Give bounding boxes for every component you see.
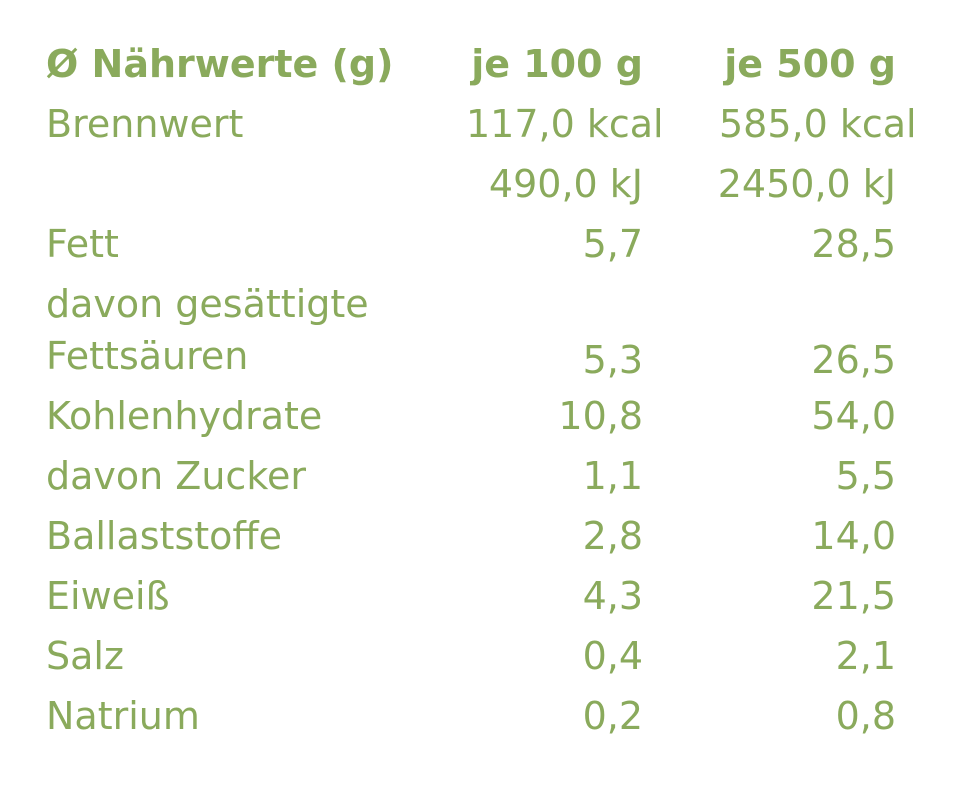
header-label: Ø Nährwerte (g) [46, 42, 394, 86]
table-row-eiweiss: Eiweiß 4,3 21,5 [46, 570, 896, 630]
table-row-brennwert-kj: 490,0 kJ 2450,0 kJ [46, 158, 896, 218]
value-per-100g: 117,0 kcal [466, 102, 664, 146]
row-label: Kohlenhydrate [46, 394, 323, 438]
value-per-500g: 14,0 [811, 514, 896, 558]
value-per-500g: 26,5 [811, 338, 896, 382]
row-label: Salz [46, 634, 124, 678]
nutrition-table: Ø Nährwerte (g) je 100 g je 500 g Brennw… [46, 38, 917, 750]
value-per-100g: 5,7 [582, 222, 643, 266]
row-label: Fett [46, 222, 119, 266]
value-per-500g: 585,0 kcal [719, 102, 917, 146]
value-per-500g: 0,8 [835, 694, 896, 738]
table-row-fett: Fett 5,7 28,5 [46, 218, 896, 278]
value-per-100g: 0,4 [582, 634, 643, 678]
header-per-100g: je 100 g [471, 42, 643, 86]
row-label: davon Zucker [46, 454, 306, 498]
value-per-500g: 54,0 [811, 394, 896, 438]
row-label: Brennwert [46, 102, 244, 146]
row-label: Eiweiß [46, 574, 170, 618]
header-per-500g: je 500 g [724, 42, 896, 86]
value-per-100g: 10,8 [558, 394, 643, 438]
value-per-100g: 1,1 [582, 454, 643, 498]
value-per-100g: 4,3 [582, 574, 643, 618]
value-per-500g: 5,5 [835, 454, 896, 498]
table-row-kohlenhydrate: Kohlenhydrate 10,8 54,0 [46, 390, 896, 450]
table-row-ballaststoffe: Ballaststoffe 2,8 14,0 [46, 510, 896, 570]
row-label: Natrium [46, 694, 200, 738]
table-row-zucker: davon Zucker 1,1 5,5 [46, 450, 896, 510]
table-row-salz: Salz 0,4 2,1 [46, 630, 896, 690]
table-header-row: Ø Nährwerte (g) je 100 g je 500 g [46, 38, 896, 98]
value-per-500g: 21,5 [811, 574, 896, 618]
table-row-brennwert-kcal: Brennwert 117,0 kcal 585,0 kcal [46, 98, 917, 158]
table-row-gesaettigte-fettsaeuren: davon gesättigte Fettsäuren 5,3 26,5 [46, 278, 896, 390]
table-row-natrium: Natrium 0,2 0,8 [46, 690, 896, 750]
row-label: davon gesättigte Fettsäuren [46, 282, 369, 378]
value-per-100g: 0,2 [582, 694, 643, 738]
row-label: Ballaststoffe [46, 514, 282, 558]
value-per-500g: 2,1 [835, 634, 896, 678]
value-per-500g: 28,5 [811, 222, 896, 266]
value-per-100g: 2,8 [582, 514, 643, 558]
value-per-500g: 2450,0 kJ [717, 162, 896, 206]
value-per-100g: 490,0 kJ [488, 162, 643, 206]
value-per-100g: 5,3 [582, 338, 643, 382]
